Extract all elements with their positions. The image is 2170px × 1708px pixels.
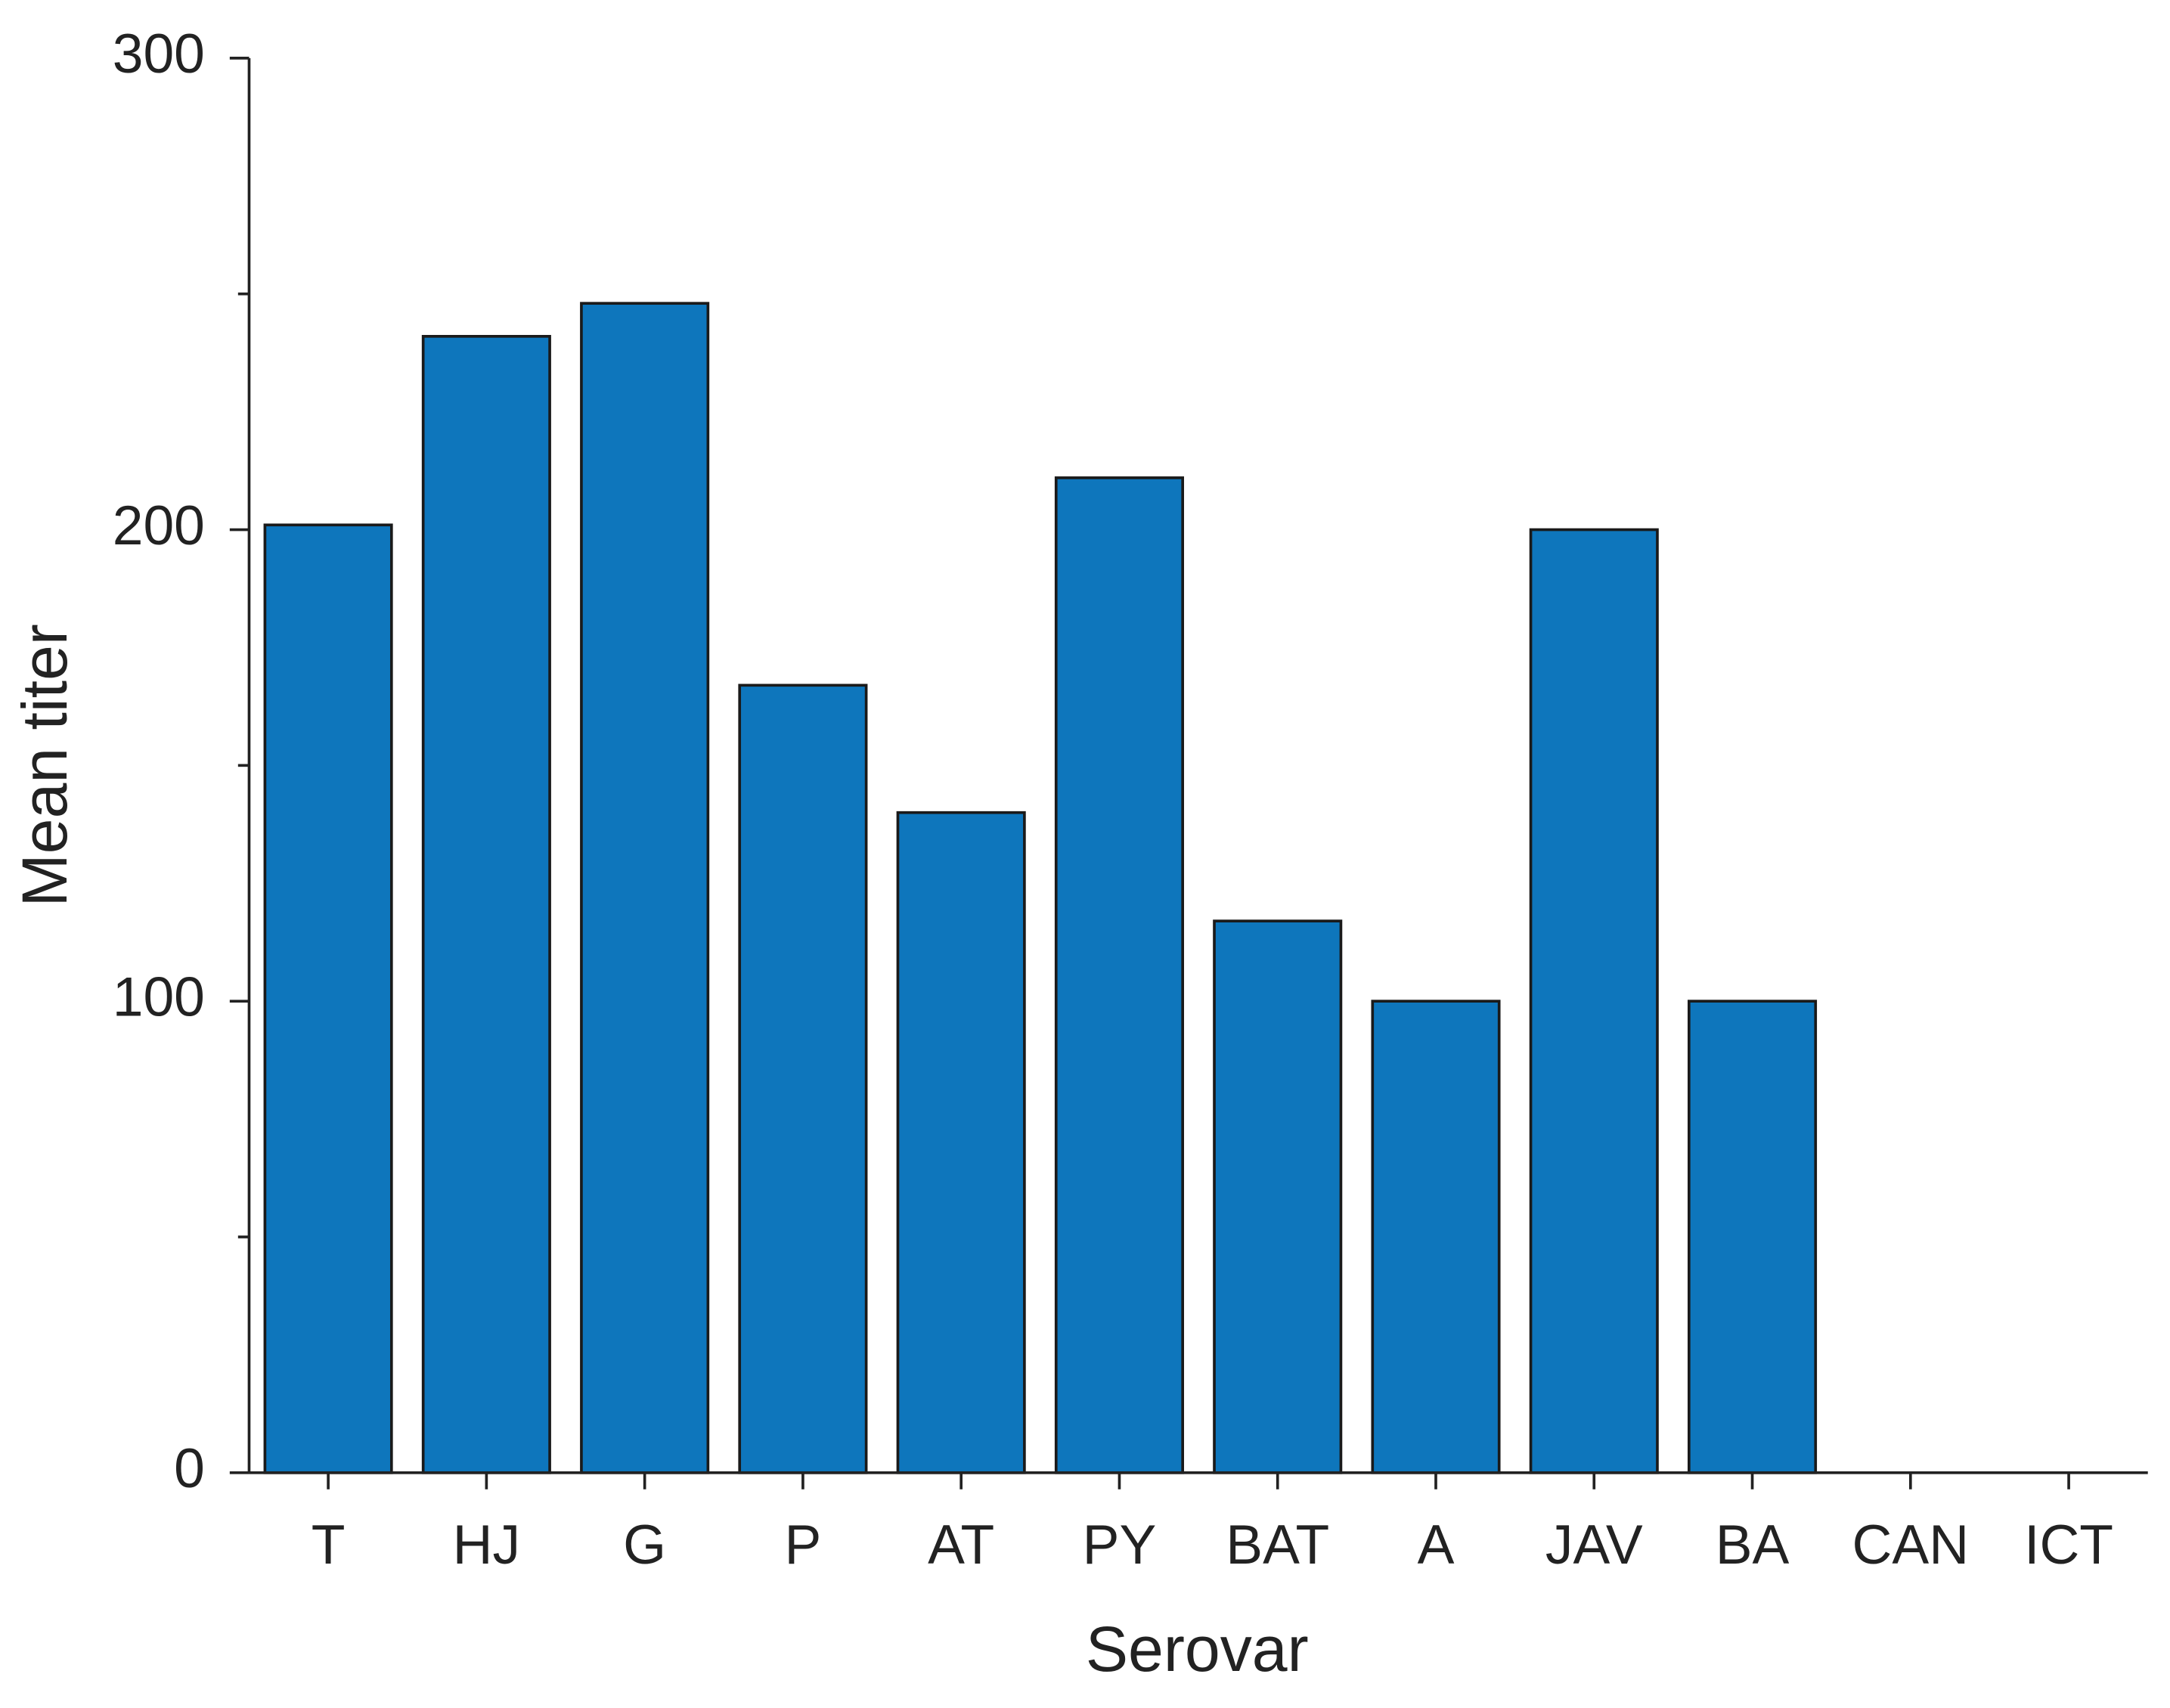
x-tick-label: JAV bbox=[1545, 1514, 1643, 1576]
y-tick-label: 100 bbox=[113, 966, 205, 1028]
bar bbox=[1054, 476, 1184, 1474]
x-tick-label: HJ bbox=[453, 1514, 520, 1576]
y-tick-label: 200 bbox=[113, 494, 205, 556]
x-axis-title: Serovar bbox=[1086, 1613, 1309, 1685]
bar bbox=[1529, 528, 1659, 1474]
y-tick-label: 300 bbox=[113, 23, 205, 85]
bar bbox=[896, 811, 1026, 1474]
x-tick-label: G bbox=[623, 1514, 666, 1576]
x-tick-label: BA bbox=[1716, 1514, 1790, 1576]
bar bbox=[738, 684, 868, 1474]
bar bbox=[263, 523, 393, 1474]
bar bbox=[1371, 1000, 1501, 1474]
x-tick-label: PY bbox=[1083, 1514, 1157, 1576]
bar bbox=[421, 335, 551, 1474]
y-axis-title: Mean titer bbox=[9, 624, 80, 907]
x-tick-label: AT bbox=[928, 1514, 994, 1576]
y-tick-label: 0 bbox=[174, 1437, 205, 1499]
bar bbox=[1687, 1000, 1818, 1474]
x-tick-label: T bbox=[312, 1514, 346, 1576]
x-tick-label: CAN bbox=[1852, 1514, 1970, 1576]
x-tick-label: BAT bbox=[1226, 1514, 1329, 1576]
x-tick-label: ICT bbox=[2024, 1514, 2113, 1576]
bar bbox=[580, 302, 710, 1474]
x-tick-label: P bbox=[785, 1514, 822, 1576]
x-tick-label: A bbox=[1418, 1514, 1455, 1576]
bar bbox=[1213, 919, 1343, 1474]
